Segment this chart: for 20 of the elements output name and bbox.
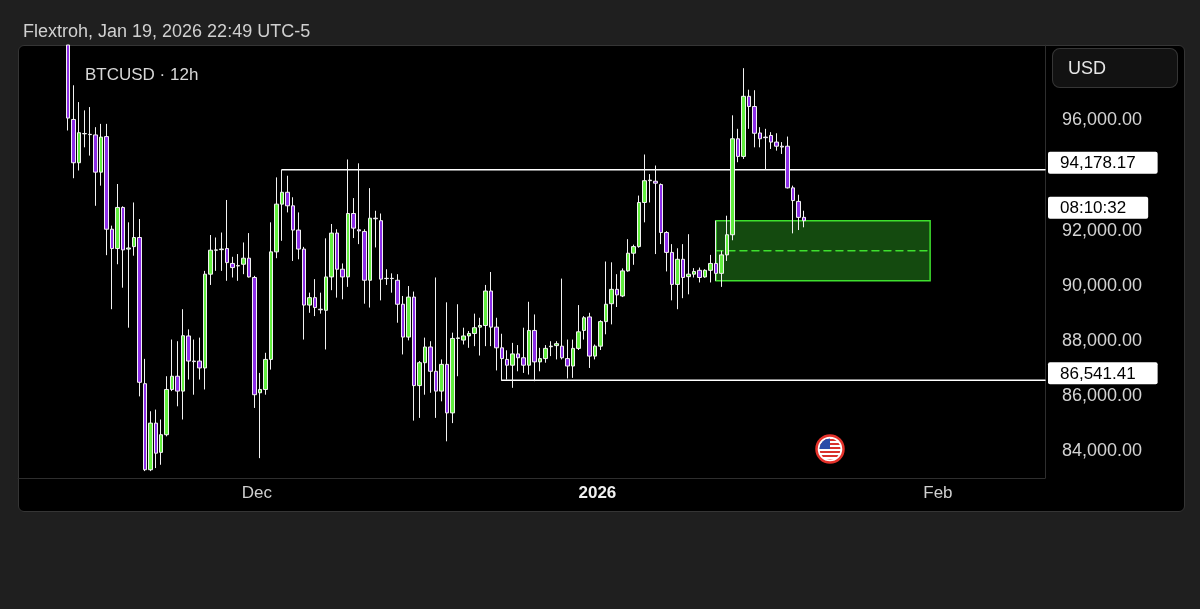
x-tick-label: Feb [923, 483, 953, 502]
candlestick [66, 44, 70, 131]
y-tick-label: 86,000.00 [1062, 385, 1143, 406]
y-tick-label: 90,000.00 [1062, 274, 1143, 295]
x-tick-label: Dec [241, 483, 273, 502]
y-tick-label: 84,000.00 [1062, 440, 1143, 461]
candlestick [554, 340, 559, 360]
y-tick-label: 88,000.00 [1062, 330, 1143, 351]
data-label: 94,178.17 [1060, 153, 1136, 173]
y-tick-label: 96,000.00 [1062, 109, 1143, 130]
y-tick-label: 92,000.00 [1062, 219, 1143, 240]
x-tick-label: 2026 [578, 483, 617, 502]
candlestick [549, 340, 553, 357]
chart-subtitle: Flextroh, Jan 19, 2026 22:49 UTC-5 [23, 21, 311, 41]
candlestick [653, 165, 658, 255]
text: BTCUSD · 12h [85, 65, 199, 84]
data-label: 86,541.41 [1060, 363, 1136, 383]
candlestick [560, 278, 564, 360]
text: 08:10:32 [1060, 198, 1127, 218]
y-axis-title: USD [1068, 58, 1107, 78]
